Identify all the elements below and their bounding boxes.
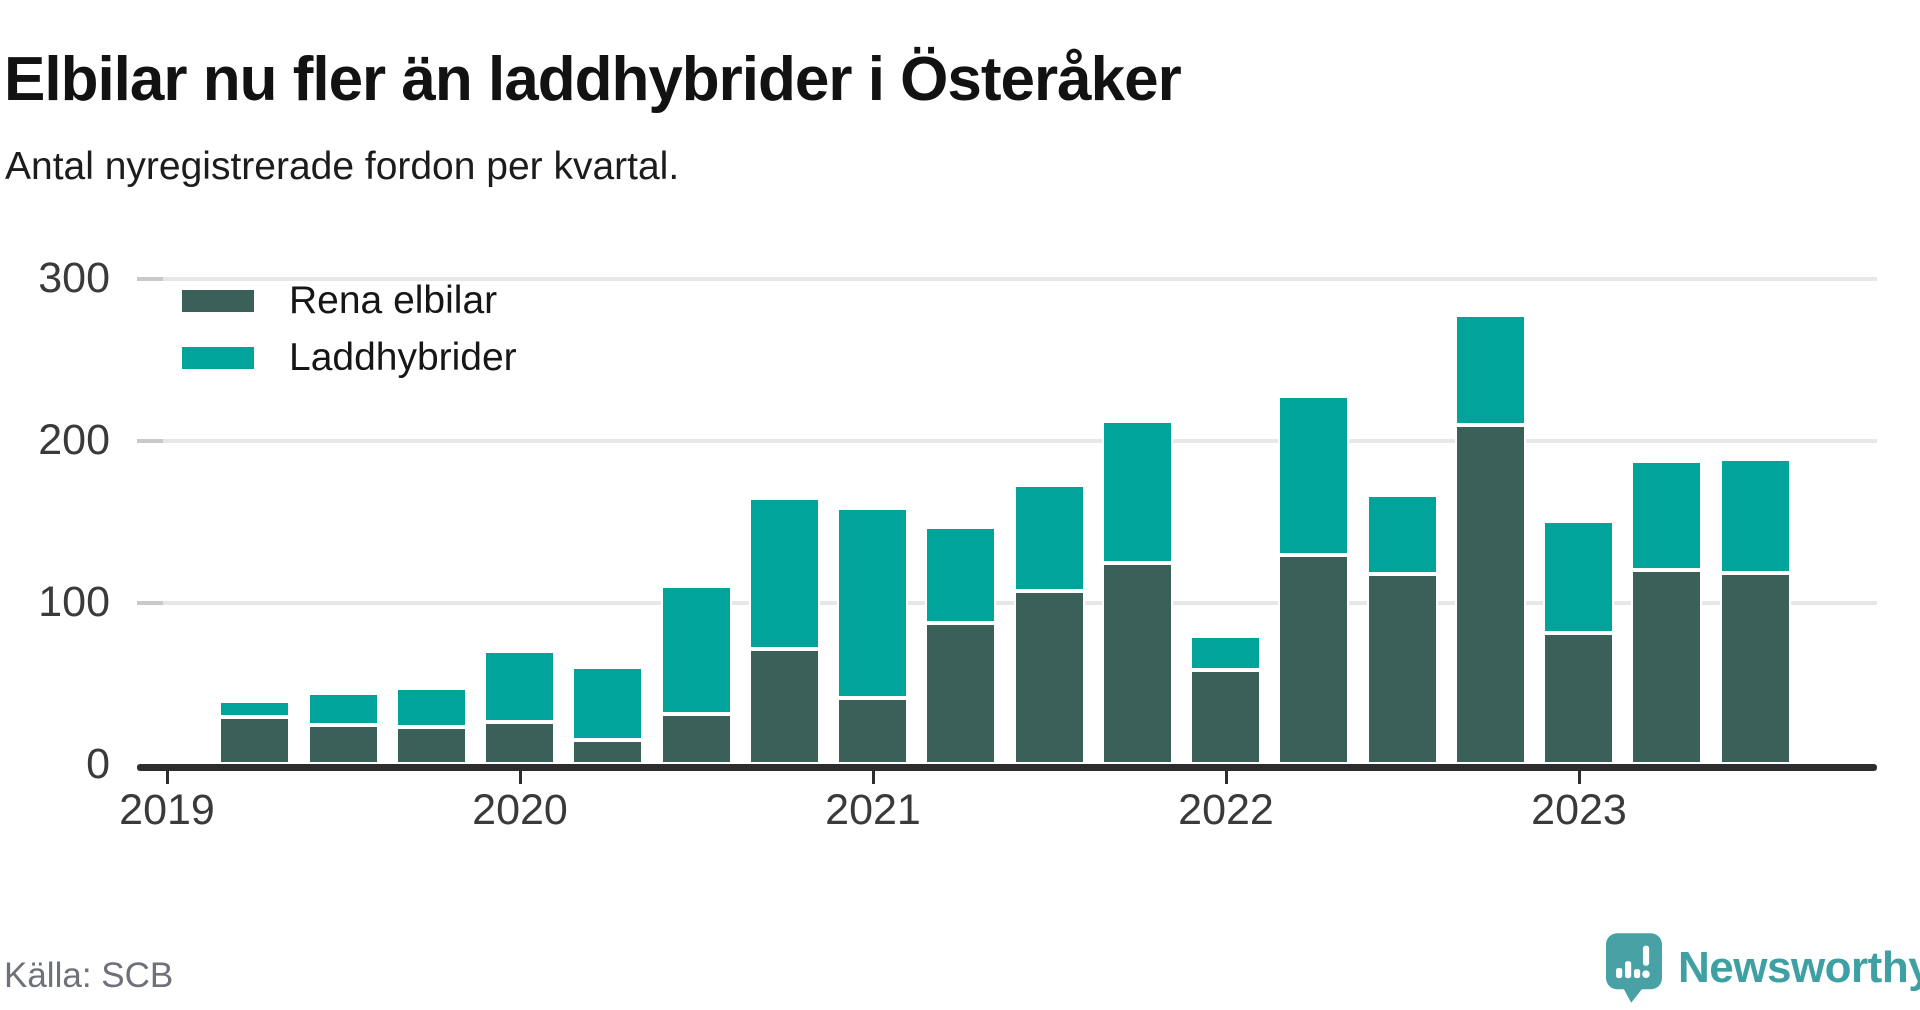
gridline-300 [137, 277, 1877, 281]
segment-rena-elbilar [1013, 590, 1085, 764]
segment-laddhybrider [1013, 485, 1085, 591]
bar-2020-q2 [572, 220, 644, 764]
segment-rena-elbilar [1454, 425, 1526, 764]
newsworthy-logo-icon [1606, 933, 1662, 1003]
segment-laddhybrider [660, 585, 732, 714]
x-axis-tickmark-2022 [1224, 771, 1228, 784]
x-axis-label-2021: 2021 [825, 786, 921, 834]
segment-laddhybrider [1190, 636, 1262, 671]
segment-laddhybrider [1278, 396, 1350, 556]
segment-rena-elbilar [1543, 632, 1615, 764]
bar-2021-q1 [837, 220, 909, 764]
segment-rena-elbilar [925, 623, 997, 764]
segment-rena-elbilar [307, 725, 379, 764]
newsworthy-brand: Newsworthy [1606, 932, 1920, 1004]
legend-item-laddhybrider: Laddhybrider [182, 329, 517, 386]
bar-2020-q3 [660, 220, 732, 764]
x-axis-tickmark-2019 [165, 771, 169, 784]
legend-label-rena-elbilar: Rena elbilar [289, 278, 498, 322]
x-axis-label-2019: 2019 [119, 786, 215, 834]
bar-2023-q2 [1631, 220, 1703, 764]
segment-rena-elbilar [484, 721, 556, 764]
bar-2023-q3 [1719, 220, 1791, 764]
bar-2022-q1 [1190, 220, 1262, 764]
segment-laddhybrider [837, 508, 909, 698]
y-axis-labels: 0 100 200 300 [0, 220, 110, 788]
segment-laddhybrider [395, 687, 467, 727]
legend-item-rena-elbilar: Rena elbilar [182, 272, 517, 329]
page-title: Elbilar nu fler än laddhybrider i Österå… [4, 44, 1182, 114]
x-axis-tickmark-2021 [871, 771, 875, 784]
segment-laddhybrider [1719, 459, 1791, 573]
segment-rena-elbilar [395, 726, 467, 764]
segment-laddhybrider [572, 666, 644, 740]
bar-2022-q2 [1278, 220, 1350, 764]
legend-swatch-rena-elbilar [182, 289, 254, 312]
y-axis-label-0: 0 [86, 740, 110, 788]
segment-rena-elbilar [1101, 563, 1173, 764]
plot-area [137, 220, 1877, 764]
bar-2019-q4 [395, 220, 467, 764]
bar-2023-q1 [1543, 220, 1615, 764]
segment-laddhybrider [1366, 495, 1438, 575]
x-axis-label-2023: 2023 [1531, 786, 1627, 834]
segment-rena-elbilar [748, 648, 820, 764]
newsworthy-wordmark: Newsworthy [1678, 943, 1920, 992]
bar-2020-q1 [484, 220, 556, 764]
segment-rena-elbilar [1190, 670, 1262, 764]
bar-2022-q4 [1454, 220, 1526, 764]
segment-laddhybrider [748, 498, 820, 649]
y-axis-tickmark-100 [137, 601, 163, 605]
gridline-100 [137, 601, 1877, 605]
x-axis-line [137, 764, 1877, 771]
bar-2021-q3 [1013, 220, 1085, 764]
bar-2021-q2 [925, 220, 997, 764]
x-axis-tickmark-2020 [518, 771, 522, 784]
segment-laddhybrider [484, 650, 556, 722]
bar-2022-q3 [1366, 220, 1438, 764]
segment-rena-elbilar [1366, 574, 1438, 764]
segment-laddhybrider [1454, 315, 1526, 426]
gridline-200 [137, 439, 1877, 443]
y-axis-label-100: 100 [38, 578, 110, 626]
legend-swatch-laddhybrider [182, 346, 254, 369]
bar-2020-q4 [748, 220, 820, 764]
bar-2019-q2 [219, 220, 291, 764]
segment-rena-elbilar [1631, 569, 1703, 764]
segment-rena-elbilar [1719, 572, 1791, 764]
segment-rena-elbilar [572, 739, 644, 764]
bar-2021-q4 [1101, 220, 1173, 764]
segment-rena-elbilar [837, 697, 909, 764]
y-axis-tickmark-200 [137, 439, 163, 443]
chart-subtitle: Antal nyregistrerade fordon per kvartal. [5, 145, 680, 188]
y-axis-tickmark-300 [137, 277, 163, 281]
segment-laddhybrider [1631, 461, 1703, 570]
source-note: Källa: SCB [4, 956, 174, 995]
x-axis-label-2022: 2022 [1178, 786, 1274, 834]
bar-2019-q3 [307, 220, 379, 764]
segment-laddhybrider [307, 692, 379, 726]
segment-laddhybrider [1101, 420, 1173, 564]
legend-label-laddhybrider: Laddhybrider [289, 335, 517, 379]
y-axis-label-200: 200 [38, 416, 110, 464]
x-axis-tickmark-2023 [1577, 771, 1581, 784]
y-axis-label-300: 300 [38, 254, 110, 302]
segment-laddhybrider [1543, 521, 1615, 633]
segment-rena-elbilar [660, 713, 732, 764]
segment-rena-elbilar [219, 717, 291, 764]
chart-legend: Rena elbilar Laddhybrider [182, 272, 517, 386]
segment-laddhybrider [219, 700, 291, 718]
segment-rena-elbilar [1278, 555, 1350, 764]
x-axis-label-2020: 2020 [472, 786, 568, 834]
segment-laddhybrider [925, 527, 997, 624]
